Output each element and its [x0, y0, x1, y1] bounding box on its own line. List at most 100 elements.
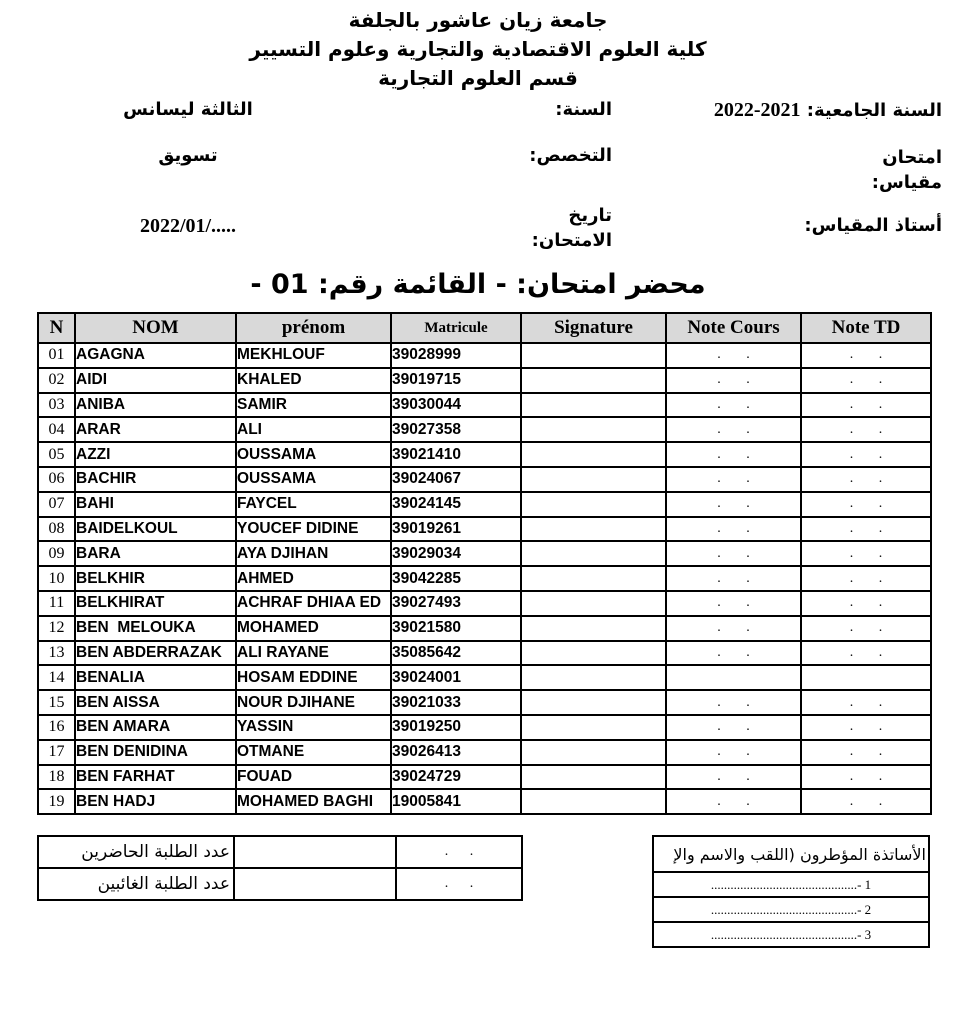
nom-cell: BENALIA — [74, 664, 237, 692]
matricule-cell: 39019250 — [390, 713, 522, 741]
note-cours-cell: . . — [665, 391, 802, 419]
prenom-cell: OTMANE — [235, 738, 392, 766]
signature-cell — [520, 515, 667, 543]
row-number-cell: 05 — [37, 441, 76, 468]
row-number-cell: 16 — [37, 713, 76, 741]
signature-cell — [520, 441, 667, 468]
prenom-cell: FAYCEL — [235, 490, 392, 518]
note-cours-cell: . . — [665, 515, 802, 543]
supervisor-row-1: ........................................… — [652, 871, 930, 899]
student-row: 15 BEN AISSA NOUR DJIHANE 39021033 . .. . — [37, 689, 932, 716]
signature-cell — [520, 565, 667, 592]
signature-cell — [520, 738, 667, 766]
row-number-cell: 01 — [37, 342, 76, 369]
row-number-cell: 08 — [37, 515, 76, 543]
signature-cell — [520, 416, 667, 444]
nom-cell: BACHIR — [74, 465, 237, 493]
nom-cell: BEN MELOUKA — [74, 614, 237, 642]
prenom-cell: YOUCEF DIDINE — [235, 515, 392, 543]
row-number-cell: 19 — [37, 788, 76, 816]
exam-date-value: 2022/01/..... — [139, 215, 237, 237]
col-header-note-cours: Note Cours — [665, 312, 802, 344]
signature-cell — [520, 490, 667, 518]
col-header-n: N — [37, 312, 76, 344]
row-number-cell: 18 — [37, 763, 76, 791]
row-number-cell: 03 — [37, 391, 76, 419]
row-number-cell: 17 — [37, 738, 76, 766]
note-cours-cell: . . — [665, 441, 802, 468]
note-cours-cell: . . — [665, 465, 802, 493]
nom-cell: BEN HADJ — [74, 788, 237, 816]
faculty-name: كلية العلوم الاقتصادية والتجارية وعلوم ا… — [249, 37, 707, 61]
academic-year-value: 2022-2021 — [713, 99, 801, 121]
absent-students-label: عدد الطلبة الغائبين — [37, 867, 235, 902]
signature-cell — [520, 589, 667, 617]
prenom-cell: KHALED — [235, 366, 392, 394]
university-name: جامعة زيان عاشور بالجلفة — [348, 8, 608, 32]
note-cours-cell: . . — [665, 713, 802, 741]
exam-module-label-line2: مقياس: — [871, 172, 942, 193]
note-cours-cell: . . — [665, 689, 802, 716]
note-td-cell: . . — [800, 342, 932, 369]
prenom-cell: ALI — [235, 416, 392, 444]
supervisor-line-3: ........................................… — [652, 921, 930, 949]
row-number-cell: 09 — [37, 540, 76, 568]
department-name: قسم العلوم التجارية — [378, 66, 578, 90]
prenom-cell: NOUR DJIHANE — [235, 689, 392, 716]
student-row: 13 BEN ABDERRAZAK ALI RAYANE 35085642 . .. . — [37, 639, 932, 667]
signature-cell — [520, 366, 667, 394]
row-number-cell: 11 — [37, 589, 76, 617]
note-td-cell: . . — [800, 366, 932, 394]
signature-cell — [520, 391, 667, 419]
signature-cell — [520, 713, 667, 741]
student-row: 01 AGAGNA MEKHLOUF 39028999 . .. . — [37, 342, 932, 369]
nom-cell: BEN AISSA — [74, 689, 237, 716]
matricule-cell: 39019715 — [390, 366, 522, 394]
students-table: N NOM prénom Matricule Signature Note Co… — [37, 312, 932, 816]
row-number-cell: 12 — [37, 614, 76, 642]
nom-cell: BELKHIR — [74, 565, 237, 592]
matricule-cell: 39024145 — [390, 490, 522, 518]
matricule-cell: 39042285 — [390, 565, 522, 592]
student-row: 03 ANIBA SAMIR 39030044 . .. . — [37, 391, 932, 419]
prenom-cell: FOUAD — [235, 763, 392, 791]
note-cours-cell: . . — [665, 763, 802, 791]
header-row: N NOM prénom Matricule Signature Note Co… — [37, 312, 932, 344]
nom-cell: AZZI — [74, 441, 237, 468]
student-row: 05 AZZI OUSSAMA 39021410 . .. . — [37, 441, 932, 468]
col-header-matricule: Matricule — [390, 312, 522, 344]
note-td-cell: . . — [800, 788, 932, 816]
matricule-cell: 39021033 — [390, 689, 522, 716]
matricule-cell: 39021580 — [390, 614, 522, 642]
student-row: 09 BARA AYA DJIHAN 39029034 . .. . — [37, 540, 932, 568]
matricule-cell: 39027493 — [390, 589, 522, 617]
matricule-cell: 39030044 — [390, 391, 522, 419]
present-row: عدد الطلبة الحاضرين . . — [37, 835, 523, 870]
nom-cell: AIDI — [74, 366, 237, 394]
note-cours-cell: . . — [665, 614, 802, 642]
note-td-cell: . . — [800, 738, 932, 766]
row-number-cell: 15 — [37, 689, 76, 716]
student-row: 18 BEN FARHAT FOUAD 39024729 . .. . — [37, 763, 932, 791]
absent-row: عدد الطلبة الغائبين . . — [37, 867, 523, 902]
student-row: 08 BAIDELKOUL YOUCEF DIDINE 39019261 . .. . — [37, 515, 932, 543]
student-row: 06 BACHIR OUSSAMA 39024067 . .. . — [37, 465, 932, 493]
matricule-cell: 39026413 — [390, 738, 522, 766]
nom-cell: BEN FARHAT — [74, 763, 237, 791]
note-cours-cell: . . — [665, 788, 802, 816]
signature-cell — [520, 763, 667, 791]
nom-cell: BEN ABDERRAZAK — [74, 639, 237, 667]
nom-cell: AGAGNA — [74, 342, 237, 369]
student-row: 12 BEN MELOUKA MOHAMED 39021580 . .. . — [37, 614, 932, 642]
supervisors-title: الأساتذة المؤطرون (اللقب والاسم والإ — [652, 835, 930, 874]
matricule-cell: 39028999 — [390, 342, 522, 369]
student-row: 19 BEN HADJ MOHAMED BAGHI 19005841 . .. . — [37, 788, 932, 816]
col-header-nom: NOM — [74, 312, 237, 344]
note-cours-cell: . . — [665, 589, 802, 617]
note-td-cell: . . — [800, 689, 932, 716]
prenom-cell: HOSAM EDDINE — [235, 664, 392, 692]
matricule-cell: 35085642 — [390, 639, 522, 667]
prenom-cell: OUSSAMA — [235, 441, 392, 468]
speciality-value: تسويق — [158, 145, 218, 166]
note-td-cell: . . — [800, 540, 932, 568]
